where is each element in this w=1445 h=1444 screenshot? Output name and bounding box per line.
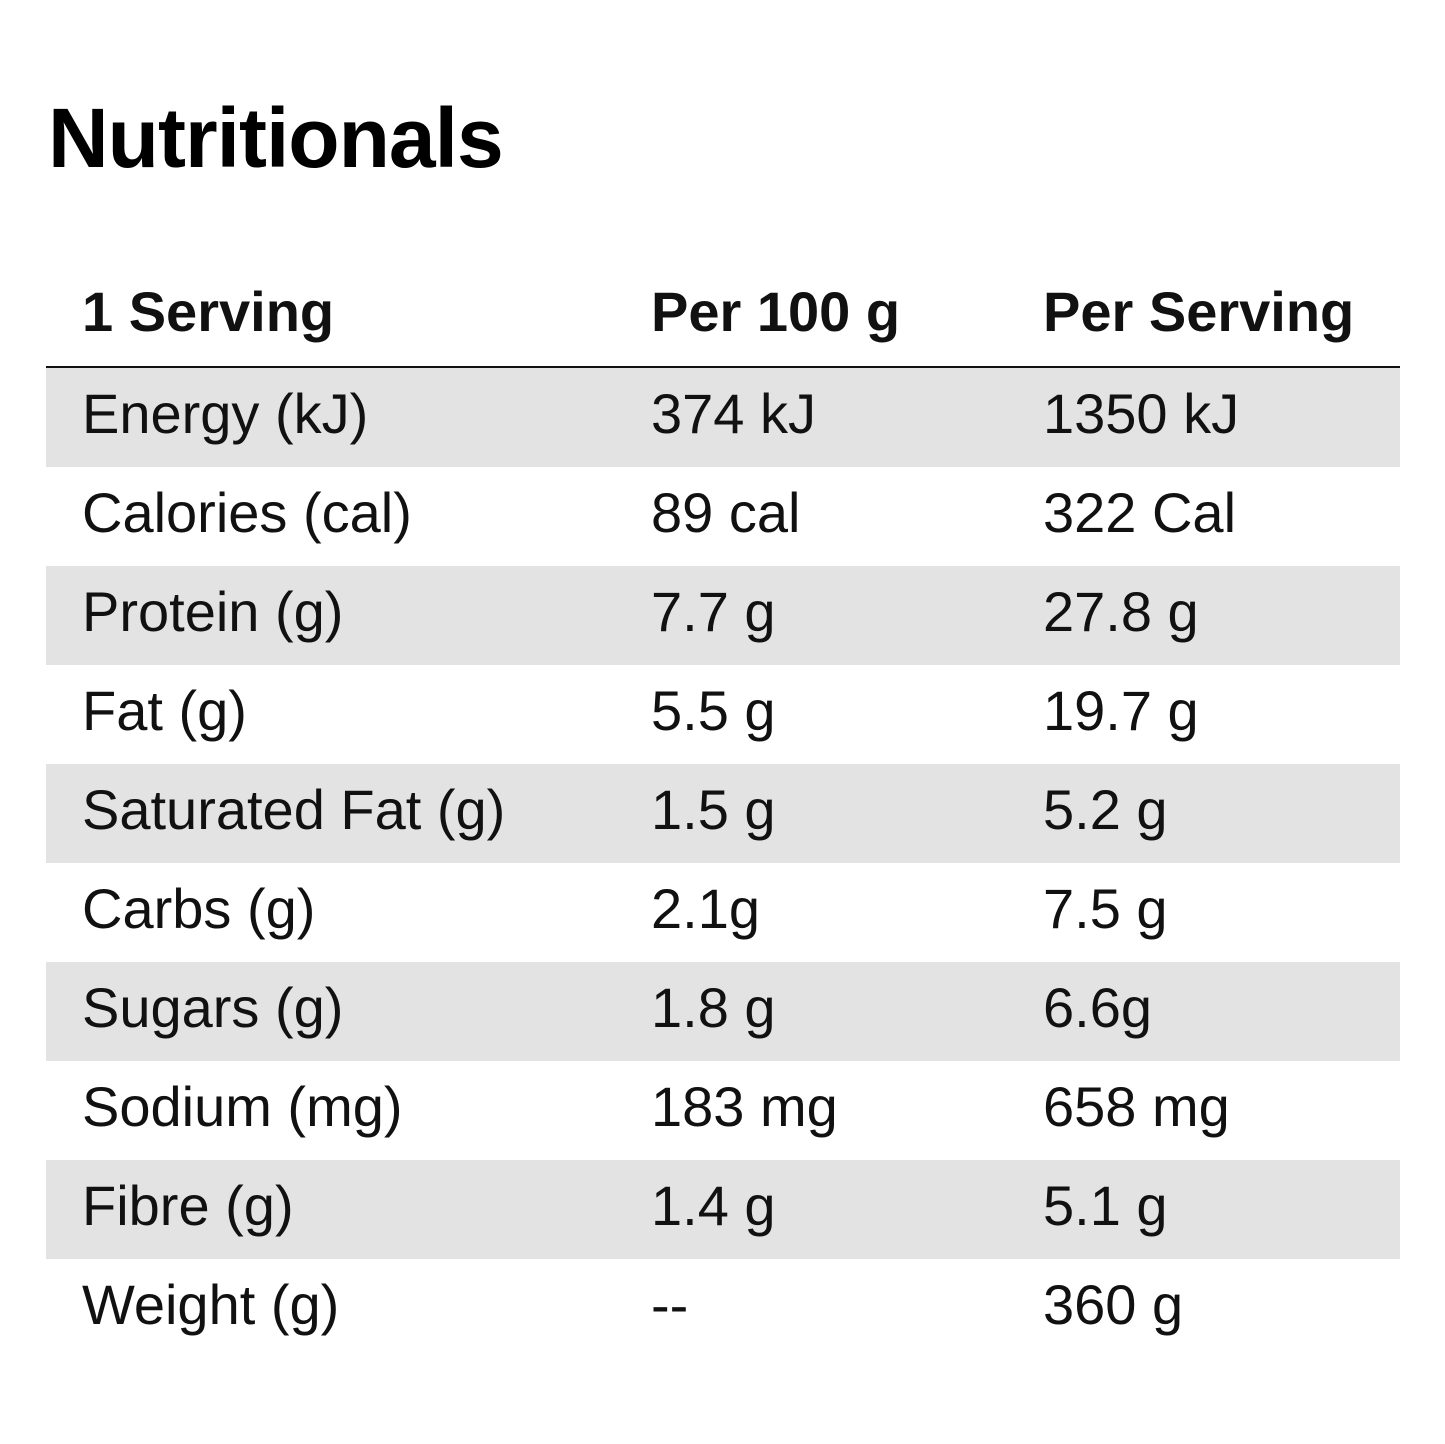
row-label: Saturated Fat (g) [82, 778, 506, 841]
row-value-per-serving: 322 Cal [1043, 481, 1237, 544]
table-row: Carbs (g) 2.1g 7.5 g [46, 863, 1400, 962]
table-row: Fat (g) 5.5 g 19.7 g [46, 665, 1400, 764]
table-row: Sugars (g) 1.8 g 6.6g [46, 962, 1400, 1061]
row-label: Sodium (mg) [82, 1075, 403, 1138]
table-row: Fibre (g) 1.4 g 5.1 g [46, 1160, 1400, 1259]
row-value-per-serving: 360 g [1043, 1273, 1184, 1336]
row-label: Energy (kJ) [82, 382, 369, 445]
row-value-per-100g: 5.5 g [651, 679, 776, 742]
row-value-per-serving: 5.2 g [1043, 778, 1168, 841]
row-label: Weight (g) [82, 1273, 340, 1336]
row-value-per-serving: 19.7 g [1043, 679, 1199, 742]
table-header-row: 1 Serving Per 100 g Per Serving [46, 262, 1400, 368]
row-label: Fat (g) [82, 679, 247, 742]
row-label: Protein (g) [82, 580, 344, 643]
row-value-per-100g: 1.5 g [651, 778, 776, 841]
row-label: Calories (cal) [82, 481, 412, 544]
row-value-per-100g: 183 mg [651, 1075, 838, 1138]
table-row: Weight (g) -- 360 g [46, 1259, 1400, 1358]
row-value-per-100g: 374 kJ [651, 382, 816, 445]
row-value-per-serving: 5.1 g [1043, 1174, 1168, 1237]
column-header-per-100g: Per 100 g [651, 280, 901, 343]
row-value-per-100g: 7.7 g [651, 580, 776, 643]
row-value-per-serving: 658 mg [1043, 1075, 1230, 1138]
table-row: Energy (kJ) 374 kJ 1350 kJ [46, 368, 1400, 467]
page-title: Nutritionals [48, 91, 504, 185]
table-row: Protein (g) 7.7 g 27.8 g [46, 566, 1400, 665]
row-value-per-serving: 7.5 g [1043, 877, 1168, 940]
row-value-per-serving: 1350 kJ [1043, 382, 1240, 445]
table-row: Sodium (mg) 183 mg 658 mg [46, 1061, 1400, 1160]
column-header-serving: 1 Serving [82, 280, 335, 343]
row-value-per-100g: -- [651, 1273, 689, 1336]
row-value-per-100g: 1.4 g [651, 1174, 776, 1237]
column-header-per-serving: Per Serving [1043, 280, 1355, 343]
nutrition-table: 1 Serving Per 100 g Per Serving Energy (… [46, 262, 1400, 1358]
row-value-per-100g: 89 cal [651, 481, 801, 544]
row-value-per-100g: 2.1g [651, 877, 760, 940]
row-label: Sugars (g) [82, 976, 344, 1039]
row-value-per-100g: 1.8 g [651, 976, 776, 1039]
table-row: Calories (cal) 89 cal 322 Cal [46, 467, 1400, 566]
row-value-per-serving: 6.6g [1043, 976, 1152, 1039]
table-row: Saturated Fat (g) 1.5 g 5.2 g [46, 764, 1400, 863]
row-value-per-serving: 27.8 g [1043, 580, 1199, 643]
row-label: Carbs (g) [82, 877, 316, 940]
row-label: Fibre (g) [82, 1174, 294, 1237]
